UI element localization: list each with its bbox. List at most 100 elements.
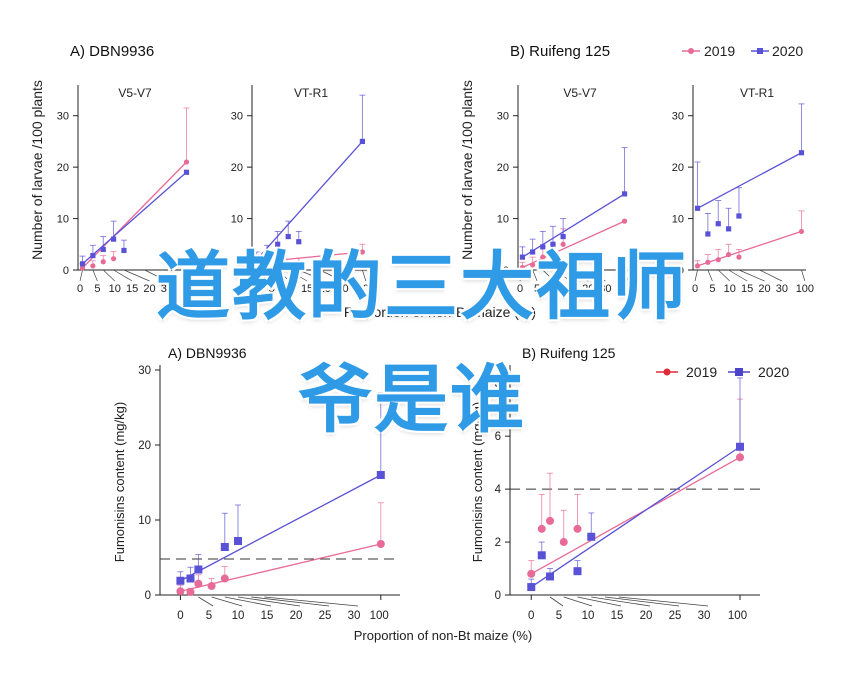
top-b-vt-xtick-leader: [707, 269, 713, 282]
top-b-v5-point-2020: [621, 191, 628, 197]
top-b-vt-xtick-leader: [738, 269, 765, 282]
top-b-v5-point-2020: [550, 241, 556, 247]
bottom-a-xtick-leader: [251, 596, 330, 607]
bottom-b-fit-2020: [530, 446, 741, 588]
bottom-a-ytick-label: 20: [138, 440, 151, 452]
bottom-b-xtick-leader: [563, 596, 593, 607]
top-b-v5-xtick-label: 15: [565, 283, 577, 295]
bottom-a-point-2019: [376, 540, 385, 548]
bottom-b-xtick-label: 0: [528, 610, 534, 622]
top-a-v5-point-2020: [121, 247, 127, 254]
bottom-a-point-2020: [234, 537, 242, 545]
bottom-b-point-2020: [527, 583, 536, 592]
top-b-vt-point-2020: [798, 150, 805, 156]
bottom-b-point-2019: [546, 516, 554, 525]
top-b-v5-point-2019: [530, 262, 536, 268]
top-a-vt-point-2020: [264, 251, 270, 258]
top-b-v5-xtick-leader: [552, 269, 572, 282]
top-b-vt-point-2020: [736, 213, 742, 219]
bottom-b-xtick-leader: [591, 596, 651, 607]
bottom-a-xtick-leader: [264, 596, 359, 607]
bottom-b-xtick-label: 20: [640, 610, 653, 622]
top-b-vt-xtick-leader: [801, 269, 806, 282]
top-b-v5-title: V5-V7: [563, 86, 597, 100]
bottom-a-xtick-leader: [224, 596, 272, 607]
top-b-vt-fit-2020: [697, 152, 802, 209]
top-a-v5-xtick-leader: [92, 269, 98, 282]
bottom-a-xtick-leader: [211, 596, 243, 607]
bottom-panel-b-title: B) Ruifeng 125: [522, 345, 616, 361]
top-a-v5-xtick-leader: [113, 269, 133, 282]
top-b-vt-point-2019: [694, 263, 701, 269]
bottom-b-point-2019: [527, 569, 536, 578]
top-a-v5-xtick-label: 15: [126, 283, 138, 295]
top-a-vt-xtick-label: 15: [301, 283, 313, 295]
top-a-vt-ytick-label: 20: [231, 162, 243, 174]
top-a-v5-xtick-label: 5: [94, 283, 100, 295]
bottom-b-xtick-label: 25: [669, 610, 682, 622]
top-b-v5-xtick-leader: [562, 269, 589, 282]
top-a-v5-point-2020: [100, 246, 106, 253]
top-b-v5-point-2019: [560, 241, 566, 247]
top-b-v5-xtick-label: 5: [534, 283, 540, 295]
bottom-panel-a-title: A) DBN9936: [168, 345, 247, 361]
top-a-vt-xtick-label: 0: [251, 283, 257, 295]
top-b-vt-ytick-label: 10: [672, 214, 684, 226]
bottom-a-xtick-label: 5: [206, 610, 212, 622]
top-a-v5-xtick-leader: [123, 269, 150, 282]
top-a-v5-fit-2019: [82, 161, 187, 269]
bottom-b-xtick-label: 5: [556, 610, 562, 622]
bottom-a-point-2019: [176, 587, 185, 596]
bottom-b-point-2019: [736, 453, 744, 462]
bottom-a-xtick-label: 10: [232, 610, 245, 622]
top-a-vt-point-2019: [285, 262, 291, 268]
legend-2019-label-bottom: 2019: [686, 364, 717, 380]
top-a-v5-ytick-label: 20: [57, 162, 69, 174]
top-a-v5-fit-2020: [82, 171, 187, 265]
top-a-vt-xtick-leader: [319, 269, 343, 282]
top-b-v5-point-2020: [540, 244, 546, 250]
top-b-vt-xtick-label: 20: [758, 283, 770, 295]
top-a-vt-xtick-leader: [266, 269, 273, 282]
top-a-v5-xtick-label: 100: [181, 283, 199, 295]
legend-2020-marker-bottom: [735, 368, 743, 376]
bottom-b-ytick-label: 6: [495, 431, 501, 443]
top-a-v5-point-2020: [110, 236, 117, 242]
top-a-v5-point-2020: [90, 253, 96, 259]
bottom-a-point-2020: [376, 471, 385, 479]
bottom-b-point-2020: [587, 532, 596, 541]
top-a-v5-point-2020: [79, 261, 86, 267]
top-b-vt-title: VT-R1: [740, 86, 774, 100]
chart-bottom-a: 0 10 20 30 0 5 10 15 20 25 30 100: [138, 365, 400, 622]
top-b-v5-point-2019: [519, 264, 526, 271]
bottom-b-xtick-leader: [577, 596, 622, 607]
top-b-v5-point-2019: [540, 254, 546, 260]
top-b-vt-ytick-label: 30: [672, 111, 684, 123]
bottom-b-xtick-leader: [549, 596, 564, 607]
top-b-ylabel: Number of larvae /100 plants: [459, 80, 475, 260]
top-a-v5-ytick-label: 10: [57, 214, 69, 226]
top-b-v5-xtick-label: 30: [599, 283, 611, 295]
bottom-a-xtick-label: 20: [290, 610, 303, 622]
top-b-vt-point-2020: [715, 221, 721, 227]
top-b-vt-xtick-leader: [694, 269, 698, 282]
top-b-v5-ytick-label: 30: [497, 111, 509, 123]
top-a-vt-xtick-leader: [362, 269, 367, 282]
bottom-b-point-2019: [559, 538, 568, 547]
top-b-v5-point-2020: [560, 233, 566, 240]
top-a-vt-xtick-label: 10: [283, 283, 295, 295]
top-b-vt-point-2019: [715, 257, 721, 263]
top-a-vt-xtick-label: 100: [357, 283, 375, 295]
top-b-vt-point-2019: [736, 254, 742, 260]
bottom-a-xtick-label: 30: [348, 610, 361, 622]
top-a-vt-xtick-leader: [253, 269, 257, 282]
top-a-vt-xtick-leader: [277, 269, 290, 282]
top-b-vt-point-2019: [725, 251, 732, 258]
bottom-a-fit-2020: [180, 474, 382, 582]
top-a-vt-fit-2020: [256, 140, 363, 261]
legend-2020-label-bottom: 2020: [758, 364, 789, 380]
top-a-vt-point-2019: [296, 259, 302, 265]
